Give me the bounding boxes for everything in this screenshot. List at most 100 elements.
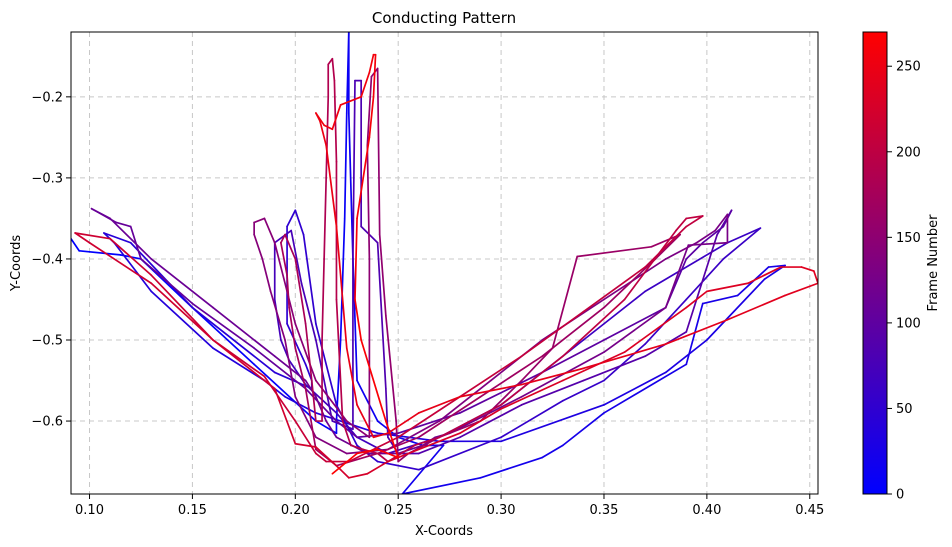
trajectory-segment: [140, 258, 194, 305]
trajectory-segment: [417, 436, 461, 455]
trajectory-segment: [253, 217, 266, 224]
trajectory-segment: [378, 233, 387, 317]
x-axis-label: X-Coords: [415, 524, 473, 539]
trajectory-segment: [315, 112, 325, 127]
trajectory-segment: [701, 294, 739, 305]
trajectory-segment: [315, 339, 334, 422]
trajectory-segment: [366, 144, 371, 260]
trajectory-segment: [191, 306, 276, 374]
trajectory-segment: [582, 343, 667, 370]
trajectory-segment: [582, 355, 646, 382]
plot-background: [71, 32, 818, 494]
trajectory-segment: [325, 420, 338, 439]
trajectory-segment: [212, 339, 276, 390]
trajectory-segment: [335, 298, 344, 422]
trajectory-segment: [685, 215, 704, 228]
trajectory-segment: [459, 383, 523, 398]
trajectory-segment: [335, 225, 348, 349]
trajectory-segment: [387, 444, 416, 463]
trajectory-segment: [500, 399, 564, 439]
trajectory-segment: [319, 120, 328, 147]
colorbar-tick-label: 250: [896, 60, 921, 75]
trajectory-segment: [459, 408, 502, 435]
trajectory-segment: [294, 347, 307, 390]
trajectory-segment: [376, 241, 387, 390]
trajectory-segment: [813, 270, 818, 285]
trajectory-segment: [150, 282, 214, 341]
trajectory-segment: [150, 258, 214, 309]
trajectory-segment: [576, 245, 653, 258]
trajectory-segment: [664, 339, 708, 374]
trajectory-segment: [385, 314, 397, 422]
trajectory-segment: [747, 266, 782, 285]
x-tick-label: 0.35: [590, 503, 619, 518]
trajectory-segment: [561, 351, 626, 382]
trajectory-segment: [664, 244, 690, 309]
y-tick-label: −0.5: [31, 334, 63, 349]
trajectory-segment: [304, 387, 317, 451]
trajectory-segment: [347, 112, 354, 260]
x-tick-label: 0.20: [281, 503, 310, 518]
trajectory-segment: [459, 355, 523, 398]
trajectory-segment: [261, 258, 272, 293]
trajectory-segment: [347, 472, 369, 479]
trajectory-segment: [417, 395, 461, 414]
trajectory-segment: [109, 237, 153, 277]
trajectory-segment: [253, 363, 317, 422]
trajectory-segment: [90, 207, 111, 220]
trajectory-segment: [294, 258, 307, 325]
trajectory-segment: [294, 322, 317, 382]
trajectory-segment: [325, 144, 338, 228]
trajectory-segment: [273, 241, 297, 325]
trajectory-segment: [115, 221, 132, 228]
trajectory-segment: [561, 298, 626, 358]
x-tick-label: 0.40: [692, 503, 721, 518]
trajectory-segment: [368, 95, 375, 139]
trajectory-segment: [366, 460, 389, 475]
trajectory-segment: [376, 448, 400, 459]
y-axis-label: Y-Coords: [9, 235, 24, 292]
trajectory-segment: [664, 318, 729, 345]
trajectory-segment: [706, 278, 766, 341]
trajectory-segment: [784, 282, 818, 297]
trajectory-segment: [304, 387, 338, 422]
trajectory-segment: [393, 444, 400, 459]
trajectory-segment: [191, 302, 255, 349]
trajectory-segment: [321, 258, 325, 341]
trajectory-segment: [341, 420, 352, 447]
trajectory-segment: [603, 371, 667, 406]
trajectory-segment: [345, 420, 371, 439]
plot-frame: [70, 31, 819, 495]
trajectory-segment: [331, 57, 336, 82]
trajectory-segment: [479, 379, 523, 422]
trajectory-segment: [129, 241, 194, 309]
trajectory-segment: [339, 468, 350, 479]
trajectory-segment: [500, 379, 564, 410]
trajectory-segment: [273, 387, 297, 445]
trajectory-segment: [417, 395, 482, 439]
trajectory-segment: [479, 456, 544, 479]
trajectory-segment: [385, 420, 395, 447]
trajectory-segment: [368, 53, 375, 74]
trajectory-segment: [263, 217, 276, 244]
trajectory-segment: [541, 444, 564, 459]
trajectory-series: [71, 32, 818, 494]
trajectory-segment: [284, 233, 297, 260]
trajectory-segment: [315, 446, 342, 471]
trajectory-segment: [273, 229, 293, 244]
trajectory-segment: [294, 442, 317, 448]
trajectory-segment: [339, 95, 363, 106]
trajectory-segment: [695, 229, 716, 244]
trajectory-segment: [71, 237, 81, 252]
trajectory-segment: [438, 379, 492, 422]
trajectory-segment: [290, 229, 303, 285]
trajectory-segment: [387, 420, 441, 451]
trajectory-segment: [603, 343, 646, 382]
trajectory-segment: [360, 71, 371, 98]
trajectory-segment: [88, 241, 153, 285]
trajectory-segment: [687, 241, 729, 247]
trajectory-segment: [387, 412, 420, 435]
trajectory-segment: [294, 209, 305, 236]
trajectory-segment: [603, 306, 667, 354]
